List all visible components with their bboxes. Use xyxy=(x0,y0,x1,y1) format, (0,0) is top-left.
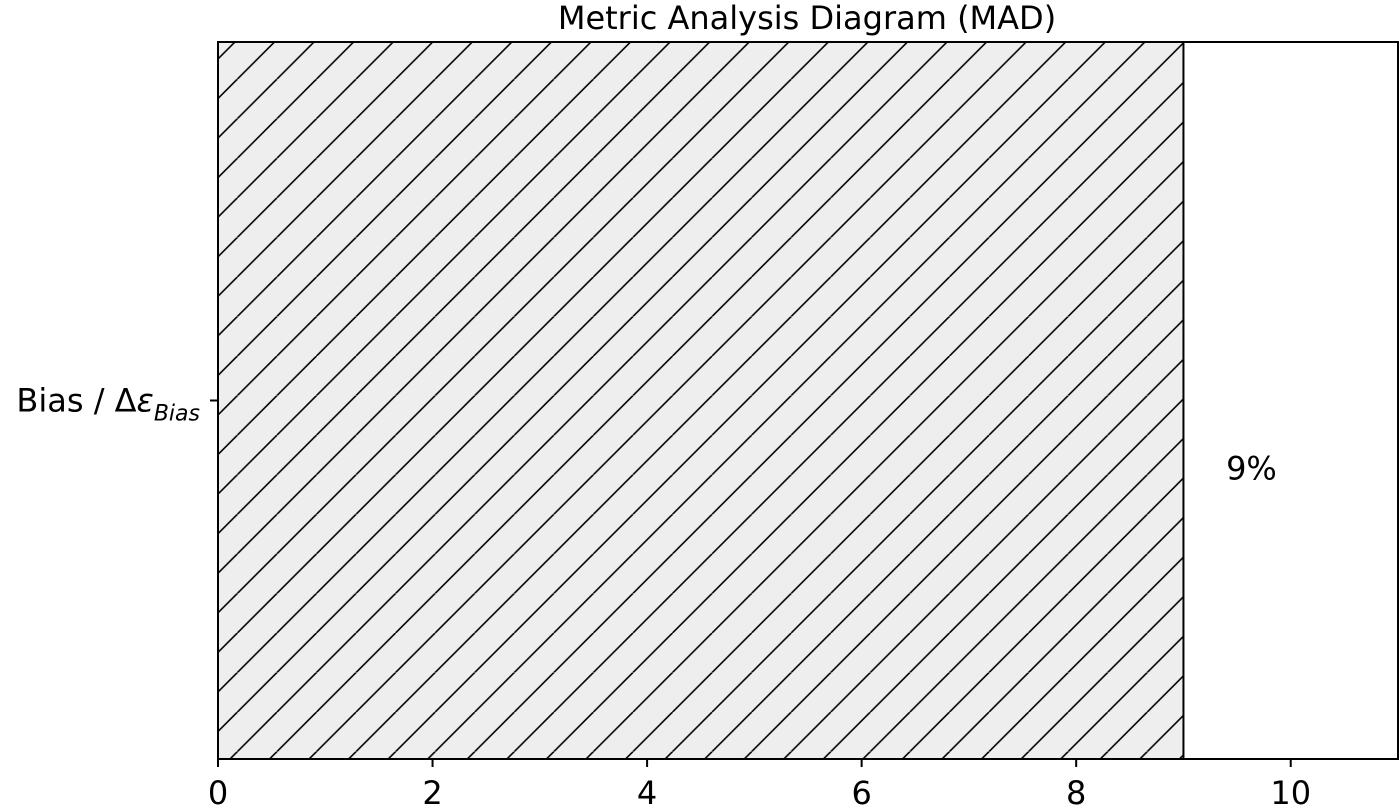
y-axis: Bias / ΔεBias xyxy=(16,382,218,427)
chart-title: Metric Analysis Diagram (MAD) xyxy=(558,0,1056,37)
bar-data-label: 9% xyxy=(1226,449,1277,487)
x-tick-label: 4 xyxy=(637,774,657,807)
y-tick-label: Bias / ΔεBias xyxy=(16,382,200,427)
x-tick-label: 10 xyxy=(1270,774,1311,807)
data-labels: 9% xyxy=(1226,449,1277,487)
x-tick-label: 6 xyxy=(851,774,871,807)
x-axis: 0 2 4 6 8 10 xyxy=(208,759,1311,807)
x-tick-label: 0 xyxy=(208,774,228,807)
x-tick-label: 2 xyxy=(422,774,442,807)
x-tick-label: 8 xyxy=(1066,774,1086,807)
bar xyxy=(217,41,1185,760)
bars-layer xyxy=(217,41,1185,760)
